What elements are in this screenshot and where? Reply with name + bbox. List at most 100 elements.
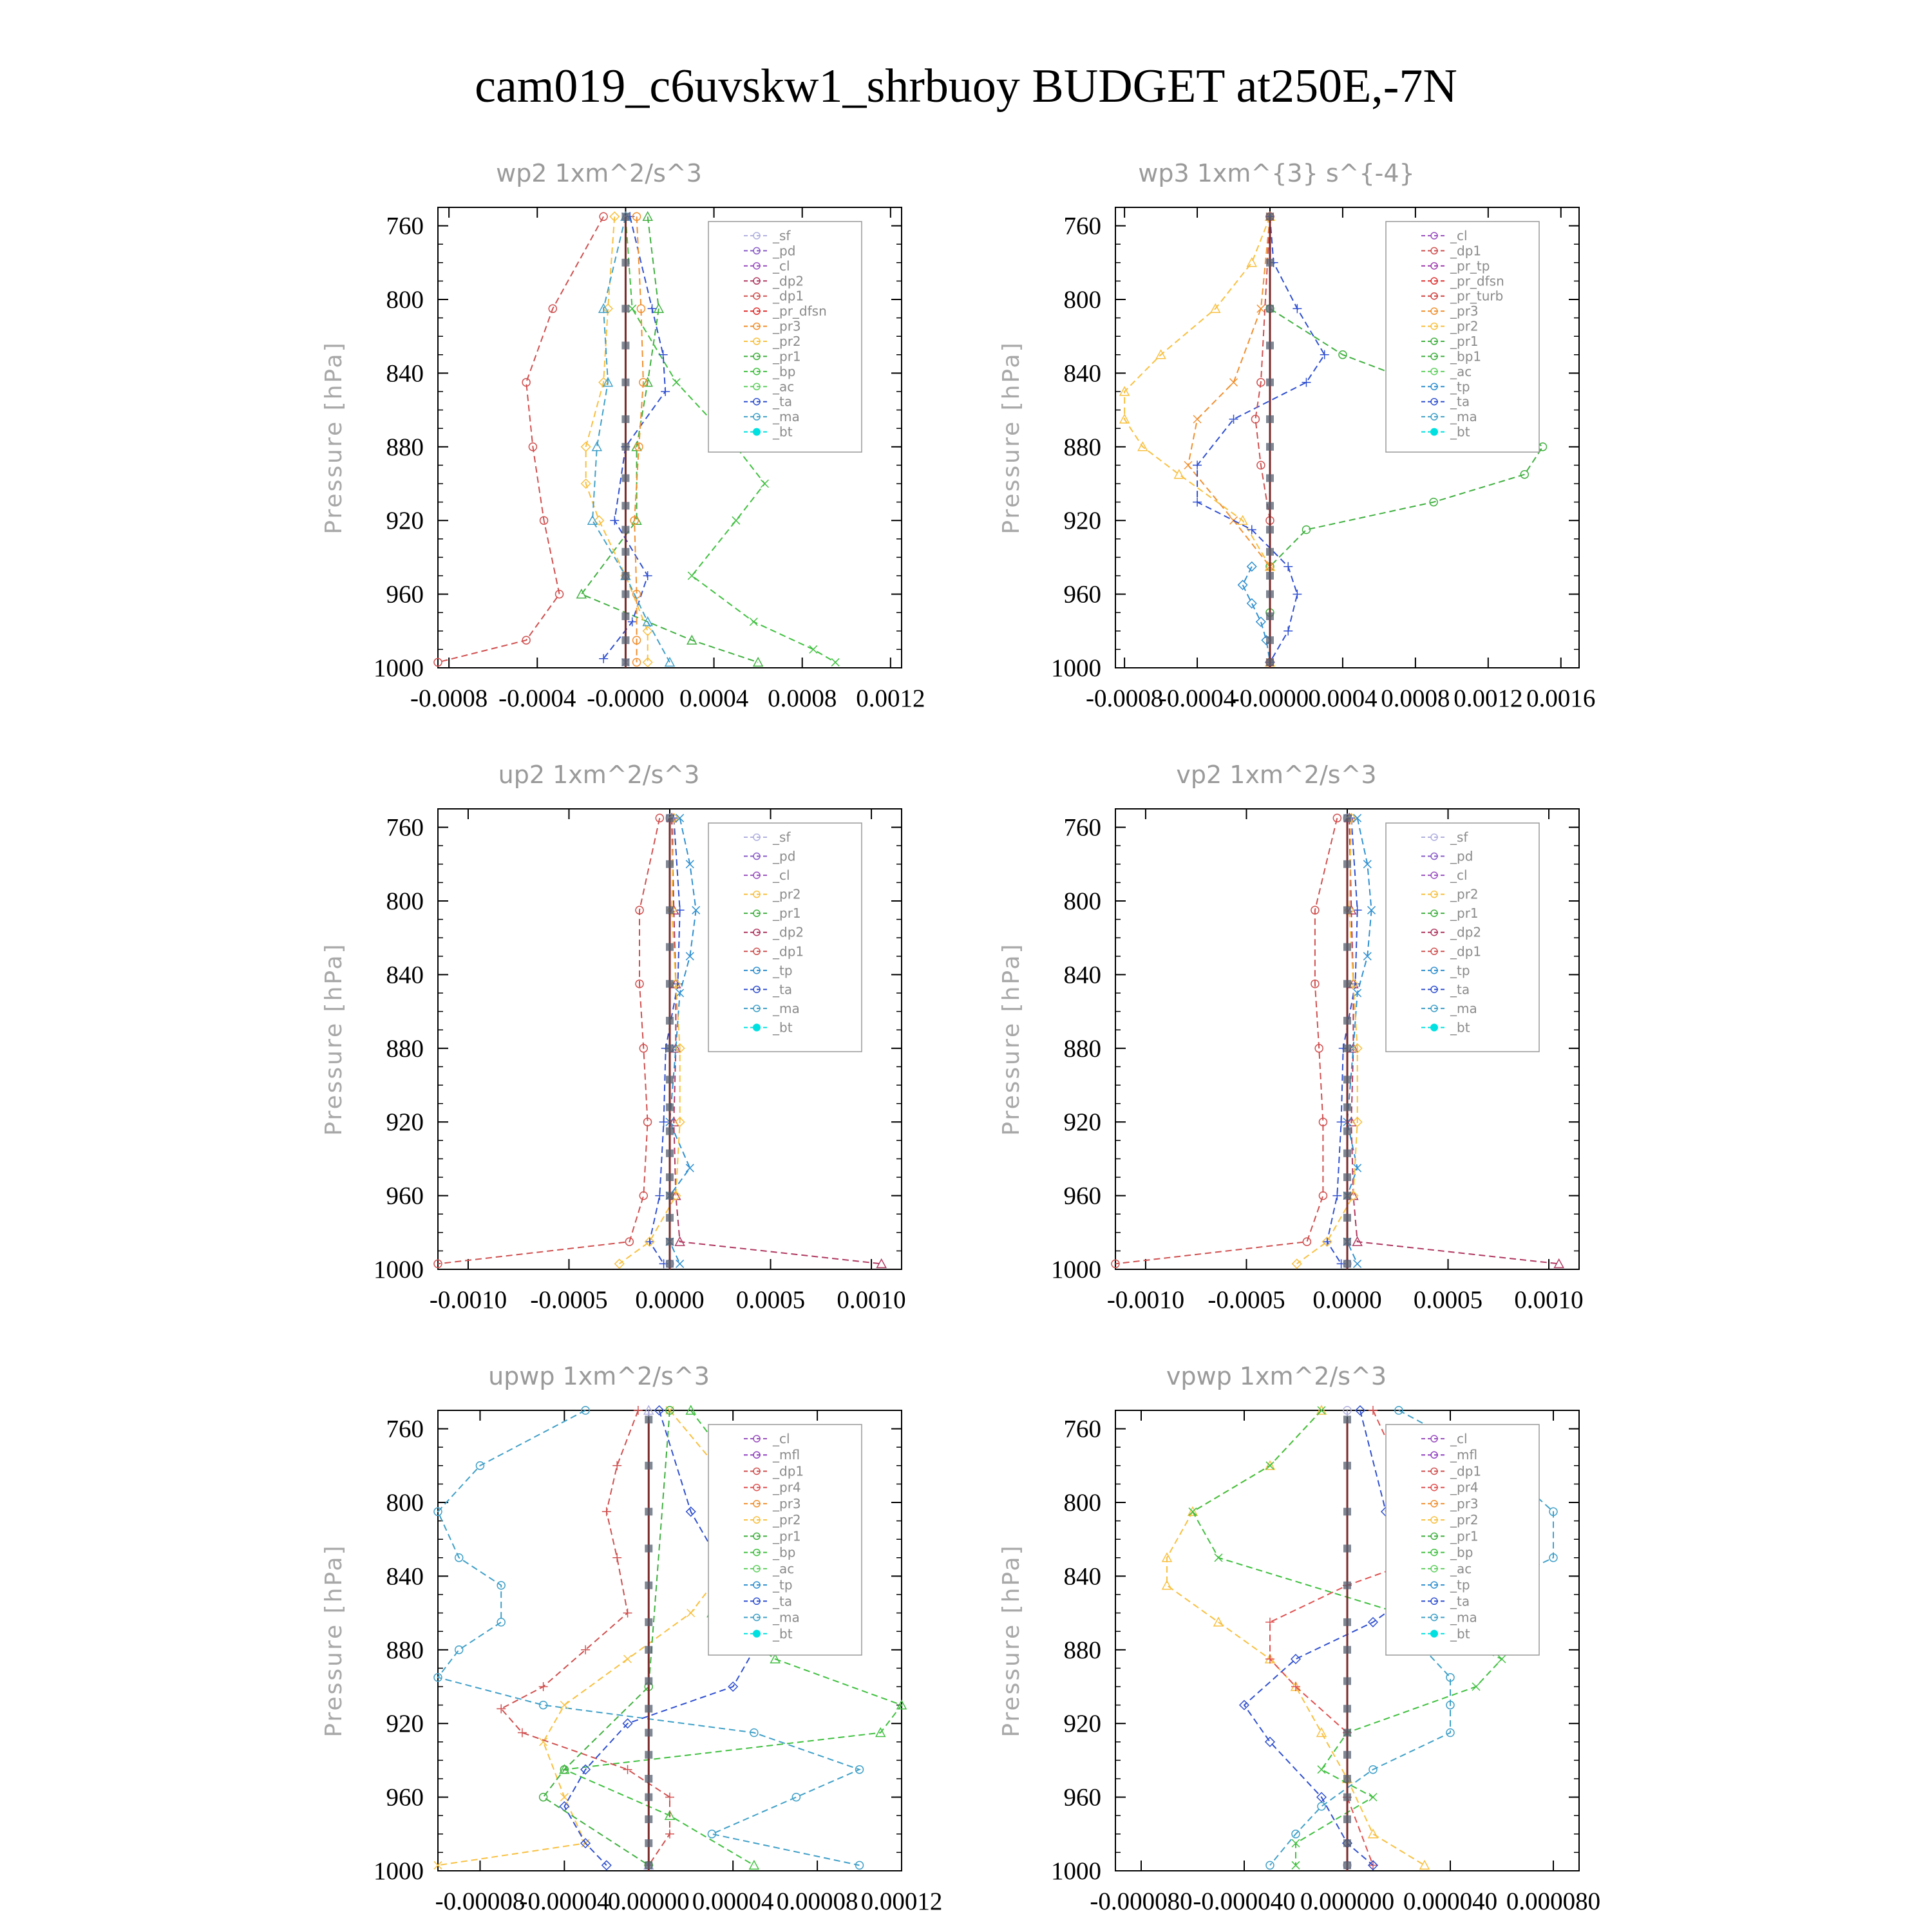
x-tick-label: -0.00008 bbox=[435, 1888, 526, 1915]
data-point bbox=[1265, 1617, 1274, 1627]
legend-entry: _bt bbox=[1450, 424, 1470, 440]
legend-marker bbox=[753, 852, 761, 860]
legend-entry: _pr3 bbox=[1450, 1496, 1479, 1511]
overlap-marker bbox=[1343, 1461, 1351, 1470]
series-line-ma bbox=[437, 1410, 862, 1866]
x-tick-label: 0.00012 bbox=[861, 1888, 943, 1915]
overlap-marker bbox=[1266, 305, 1274, 313]
data-point bbox=[1549, 1507, 1558, 1517]
y-tick-label: 960 bbox=[1064, 1784, 1102, 1812]
overlap-marker bbox=[666, 1213, 674, 1222]
legend-marker bbox=[1430, 1451, 1438, 1459]
legend-marker bbox=[753, 1435, 761, 1443]
y-tick-label: 1000 bbox=[1051, 1256, 1101, 1283]
overlap-marker bbox=[1343, 814, 1351, 822]
data-point bbox=[655, 1191, 665, 1200]
x-tick-label: 0.000000 bbox=[1300, 1888, 1394, 1915]
data-point bbox=[1290, 1654, 1302, 1665]
data-point bbox=[610, 516, 620, 526]
overlap-marker bbox=[645, 1618, 653, 1626]
overlap-marker bbox=[1266, 258, 1274, 267]
overlap-marker bbox=[645, 1544, 653, 1553]
overlap-marker bbox=[621, 502, 630, 510]
series-line-tp bbox=[1242, 566, 1271, 663]
overlap-marker bbox=[1343, 906, 1351, 914]
overlap-marker bbox=[1343, 1213, 1351, 1222]
y-tick-label: 960 bbox=[386, 1784, 424, 1812]
data-point bbox=[632, 658, 641, 667]
overlap-marker bbox=[1343, 1191, 1351, 1200]
legend-entry: _ta bbox=[1450, 394, 1470, 410]
data-point bbox=[1173, 469, 1185, 479]
legend-box bbox=[708, 1424, 862, 1656]
data-point bbox=[676, 1259, 685, 1268]
data-point bbox=[665, 1792, 674, 1802]
legend-entry: _ta bbox=[772, 394, 792, 410]
data-point bbox=[639, 1191, 649, 1200]
data-point bbox=[1336, 1117, 1346, 1127]
legend-marker bbox=[1430, 985, 1438, 994]
legend-marker bbox=[753, 1467, 761, 1475]
overlap-marker bbox=[1343, 1839, 1351, 1848]
legend-marker bbox=[753, 1451, 761, 1459]
legend-marker bbox=[753, 1532, 761, 1540]
y-tick-label: 920 bbox=[1064, 507, 1102, 535]
y-tick-label: 880 bbox=[386, 433, 424, 461]
legend-marker bbox=[1430, 352, 1438, 361]
x-tick-label: -0.00004 bbox=[519, 1888, 609, 1915]
x-tick-label: 0.00004 bbox=[692, 1888, 774, 1915]
y-tick-label: 1000 bbox=[1051, 654, 1101, 682]
data-point bbox=[760, 479, 769, 488]
legend-marker bbox=[1430, 1548, 1438, 1557]
overlap-marker bbox=[621, 590, 630, 598]
data-point bbox=[642, 657, 653, 668]
data-point bbox=[750, 1728, 759, 1738]
overlap-marker bbox=[666, 1260, 674, 1268]
overlap-marker bbox=[1266, 415, 1274, 423]
y-tick-label: 760 bbox=[1064, 1416, 1102, 1443]
overlap-marker bbox=[1266, 526, 1274, 534]
legend-marker bbox=[753, 928, 761, 936]
overlap-marker bbox=[1343, 1238, 1351, 1246]
series-line-pr2 bbox=[1296, 818, 1358, 1265]
data-point bbox=[1472, 1682, 1481, 1691]
y-tick-label: 760 bbox=[386, 814, 424, 842]
legend-entry: _ma bbox=[1450, 1001, 1477, 1016]
data-point bbox=[1368, 1861, 1378, 1870]
overlap-marker bbox=[1343, 1750, 1351, 1759]
series-line-ma bbox=[1269, 1410, 1554, 1866]
data-point bbox=[1229, 378, 1238, 387]
legend-entry: _pd bbox=[772, 849, 795, 864]
series-line-dp1 bbox=[1255, 216, 1271, 663]
overlap-marker bbox=[1343, 1016, 1351, 1025]
legend-marker bbox=[1430, 909, 1438, 917]
legend-box bbox=[1385, 221, 1540, 453]
series-line-pr1 bbox=[580, 216, 759, 663]
legend-marker bbox=[1430, 1597, 1438, 1605]
legend-marker bbox=[753, 322, 761, 330]
legend-entry: _pr3 bbox=[772, 1496, 801, 1511]
data-point bbox=[1237, 515, 1248, 525]
y-tick-label: 840 bbox=[1064, 1562, 1102, 1590]
overlap-marker bbox=[1343, 1075, 1351, 1084]
series-line-ta bbox=[1326, 818, 1358, 1264]
data-point bbox=[1137, 441, 1148, 451]
series-line-pr1 bbox=[542, 1410, 670, 1866]
data-point bbox=[538, 1682, 548, 1691]
overlap-marker bbox=[1343, 1677, 1351, 1685]
data-point bbox=[1446, 1672, 1455, 1682]
data-point bbox=[1538, 442, 1548, 451]
legend-entry: _pr1 bbox=[1450, 1528, 1479, 1544]
data-point bbox=[497, 1618, 506, 1627]
data-point bbox=[1229, 414, 1238, 424]
legend-entry: _pr4 bbox=[772, 1480, 801, 1495]
data-point bbox=[587, 515, 598, 525]
overlap-marker bbox=[621, 341, 630, 350]
legend-marker bbox=[753, 967, 761, 974]
legend-marker bbox=[1430, 277, 1438, 285]
data-point bbox=[1119, 386, 1130, 396]
legend-entry: _pr3 bbox=[1450, 303, 1479, 319]
legend-marker bbox=[1430, 262, 1438, 270]
y-tick-label: 1000 bbox=[374, 1857, 424, 1885]
data-point bbox=[685, 860, 694, 869]
